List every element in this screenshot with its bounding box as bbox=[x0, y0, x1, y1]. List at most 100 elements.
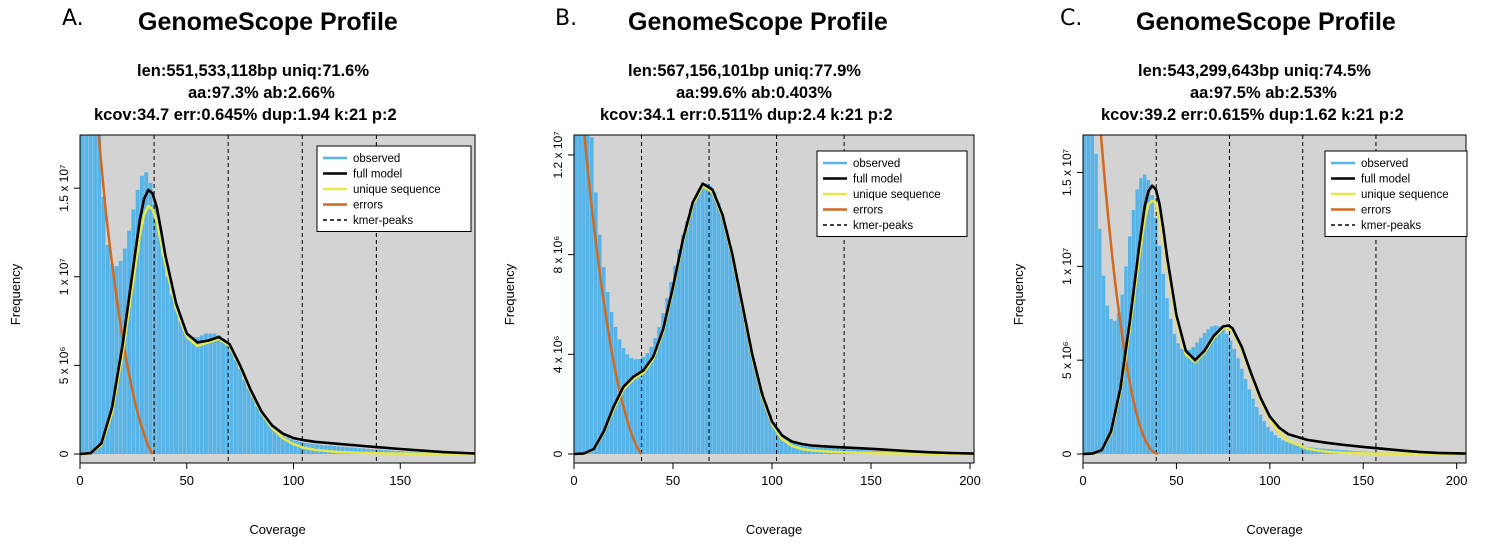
observed-bar bbox=[114, 266, 119, 454]
observed-bar bbox=[1187, 349, 1192, 454]
observed-bar bbox=[1243, 378, 1248, 454]
observed-bar bbox=[653, 338, 658, 454]
x-tick-label: 100 bbox=[761, 473, 783, 488]
observed-bar bbox=[1109, 318, 1113, 454]
x-tick-label: 200 bbox=[959, 473, 981, 488]
observed-bar bbox=[1288, 443, 1293, 454]
x-axis-label: Coverage bbox=[1246, 522, 1302, 537]
observed-bar bbox=[590, 137, 594, 454]
observed-bar bbox=[633, 359, 638, 454]
observed-bar bbox=[629, 358, 634, 454]
observed-bar bbox=[748, 344, 753, 454]
stat-line-2: aa:97.5% ab:2.53% bbox=[1190, 84, 1337, 102]
observed-bar bbox=[139, 175, 144, 454]
observed-bar bbox=[685, 220, 689, 454]
plot-frame bbox=[1082, 134, 1467, 464]
observed-bar bbox=[289, 439, 294, 454]
errors-line bbox=[1099, 135, 1159, 456]
observed-bar bbox=[776, 429, 780, 454]
y-tick-label: 5 x 10⁶ bbox=[57, 347, 71, 385]
observed-bar bbox=[756, 377, 760, 454]
observed-bar bbox=[357, 448, 362, 454]
x-tick-label: 150 bbox=[860, 473, 882, 488]
panel-c: C. GenomeScope Profile len:543,299,643bp… bbox=[990, 0, 1485, 544]
observed-bar bbox=[1269, 431, 1274, 454]
observed-bar bbox=[645, 353, 650, 454]
observed-bar bbox=[780, 434, 784, 454]
observed-bar bbox=[1127, 236, 1132, 454]
observed-bar bbox=[601, 267, 606, 454]
observed-bar bbox=[669, 282, 673, 454]
x-tick-label: 0 bbox=[1079, 473, 1086, 488]
observed-bar bbox=[574, 135, 578, 454]
panel-letter: A. bbox=[62, 6, 84, 31]
observed-bar bbox=[1154, 217, 1158, 454]
observed-bar bbox=[246, 388, 251, 454]
observed-bar bbox=[772, 422, 776, 454]
observed-bar bbox=[1277, 438, 1281, 454]
y-tick-label: 0 bbox=[551, 450, 565, 457]
observed-bar bbox=[791, 443, 796, 454]
y-tick-label: 0 bbox=[57, 450, 71, 457]
observed-bar bbox=[1105, 305, 1110, 454]
observed-bar bbox=[255, 406, 260, 454]
legend-entry: full model bbox=[853, 174, 902, 186]
observed-bar bbox=[327, 445, 332, 454]
observed-bar bbox=[92, 135, 97, 455]
plot-content bbox=[80, 135, 475, 463]
observed-bar bbox=[740, 305, 745, 454]
x-tick-label: 50 bbox=[1169, 473, 1183, 488]
observed-bar bbox=[1180, 348, 1184, 454]
y-tick-label: 1.2 x 10⁷ bbox=[551, 131, 565, 178]
observed-bar bbox=[1206, 329, 1210, 454]
observed-bar bbox=[760, 391, 764, 454]
observed-bar bbox=[1292, 444, 1296, 454]
observed-bar bbox=[597, 234, 602, 454]
stat-line-1: len:567,156,101bp uniq:77.9% bbox=[628, 62, 861, 80]
observed-bar bbox=[708, 186, 713, 454]
observed-bar bbox=[720, 214, 725, 454]
y-axis-label: Frequency bbox=[502, 263, 517, 325]
observed-bar bbox=[272, 429, 277, 454]
observed-bar bbox=[370, 449, 375, 454]
observed-bar bbox=[744, 325, 749, 454]
observed-bar bbox=[768, 414, 772, 454]
observed-bar bbox=[673, 265, 677, 454]
observed-bar bbox=[1198, 337, 1203, 454]
plot-frame bbox=[79, 134, 476, 464]
observed-bar bbox=[1169, 318, 1173, 454]
full-model-line bbox=[1083, 184, 1466, 456]
observed-bar bbox=[182, 329, 187, 454]
stat-line-2: aa:97.3% ab:2.66% bbox=[188, 84, 335, 102]
observed-bar bbox=[186, 335, 191, 454]
observed-bar bbox=[80, 135, 85, 454]
observed-bar bbox=[593, 192, 598, 454]
chart-title: GenomeScope Profile bbox=[628, 8, 888, 36]
y-tick-label: 4 x 10⁶ bbox=[551, 335, 565, 373]
observed-bar bbox=[1094, 153, 1098, 454]
panel-letter: B. bbox=[555, 6, 578, 31]
x-tick-label: 150 bbox=[1352, 473, 1374, 488]
observed-bar bbox=[229, 351, 234, 454]
plot-area: 0 50 100 150 Coverage 0 5 x 10⁶ 1 x 10⁷ 1.5 x 10… bbox=[8, 134, 476, 537]
x-tick-label: 200 bbox=[1446, 473, 1468, 488]
observed-bar bbox=[1135, 189, 1139, 454]
full-model-line bbox=[80, 188, 475, 456]
observed-bar bbox=[795, 444, 800, 454]
legend-entry: unique sequence bbox=[853, 189, 941, 201]
stat-line-3: kcov:34.7 err:0.645% dup:1.94 k:21 p:2 bbox=[94, 106, 397, 124]
observed-bar bbox=[700, 184, 705, 454]
observed-bar bbox=[1255, 407, 1259, 454]
observed-bar bbox=[268, 424, 272, 454]
observed-bar bbox=[1236, 358, 1240, 454]
observed-bar bbox=[344, 447, 349, 454]
observed-bar bbox=[148, 182, 153, 454]
observed-bar bbox=[1184, 350, 1188, 454]
observed-bar bbox=[101, 197, 106, 454]
observed-bar bbox=[1202, 332, 1207, 454]
observed-bar bbox=[216, 335, 221, 454]
x-tick-label: 0 bbox=[570, 473, 577, 488]
observed-bar bbox=[625, 354, 630, 454]
observed-bar bbox=[728, 247, 733, 454]
observed-bar bbox=[161, 255, 166, 454]
